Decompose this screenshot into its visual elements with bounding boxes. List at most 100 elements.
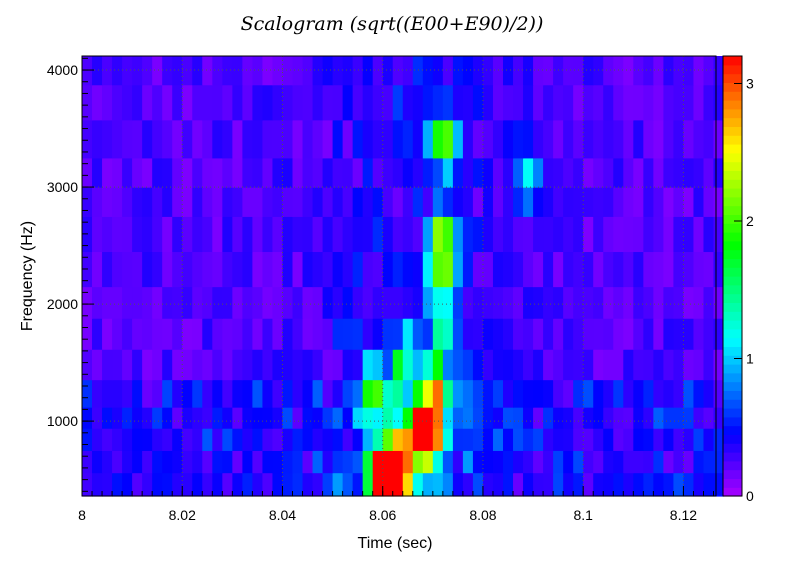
heatmap-cell <box>623 119 634 159</box>
heatmap-cell <box>352 428 364 451</box>
heatmap-cell <box>713 472 725 497</box>
heatmap-cell <box>523 187 534 217</box>
heatmap-cell <box>432 349 444 381</box>
heatmap-cell <box>152 251 163 288</box>
heatmap-cell <box>152 472 163 497</box>
heatmap-cell <box>633 216 644 253</box>
heatmap-cell <box>492 251 504 288</box>
heatmap-cell <box>683 119 695 159</box>
heatmap-cell <box>653 450 664 474</box>
heatmap-cell <box>482 349 494 381</box>
heatmap-cell <box>332 119 344 159</box>
plot-frame <box>81 55 717 497</box>
heatmap-cell <box>112 318 123 350</box>
heatmap-cell <box>693 216 705 253</box>
heatmap-cell <box>462 349 474 381</box>
heatmap-cell <box>372 56 384 86</box>
heatmap-cell <box>232 157 243 188</box>
heatmap-cell <box>252 407 264 429</box>
heatmap-cell <box>633 472 644 497</box>
heatmap-cell <box>613 379 624 408</box>
heatmap-cell <box>92 450 103 474</box>
heatmap-cell <box>603 251 614 288</box>
heatmap-cell <box>613 472 624 497</box>
heatmap-cell <box>663 472 674 497</box>
heatmap-cell <box>152 157 163 188</box>
heatmap-cell <box>312 56 324 86</box>
heatmap-cell <box>452 119 464 159</box>
colorbar-segment <box>723 443 742 453</box>
heatmap-cell <box>663 349 674 381</box>
heatmap-cell <box>533 286 544 319</box>
heatmap-cell <box>372 119 384 159</box>
heatmap-cell <box>192 187 203 217</box>
heatmap-cell <box>262 216 274 253</box>
heatmap-cell <box>593 84 604 121</box>
heatmap-cell <box>573 407 584 429</box>
colorbar-segment <box>723 188 742 198</box>
heatmap-cell <box>683 379 695 408</box>
heatmap-cell <box>112 157 123 188</box>
heatmap-cell <box>623 428 634 451</box>
heatmap-cell <box>452 428 464 451</box>
colorbar-segment <box>723 161 742 171</box>
heatmap-cell <box>593 56 604 86</box>
heatmap-cell <box>182 157 193 188</box>
heatmap-cell <box>312 472 324 497</box>
heatmap-cell <box>412 428 424 451</box>
heatmap-cell <box>623 251 634 288</box>
heatmap-cell <box>472 472 484 497</box>
colorbar-ticks: 0 1 2 3 <box>734 76 754 504</box>
heatmap-cell <box>583 84 594 121</box>
heatmap-cell <box>102 84 113 121</box>
heatmap-cell <box>683 187 695 217</box>
heatmap-cell <box>543 84 554 121</box>
heatmap-cell <box>693 407 705 429</box>
x-tick-label: 8.06 <box>369 507 396 523</box>
heatmap-cell <box>482 472 494 497</box>
heatmap-cell <box>633 407 644 429</box>
heatmap-cell <box>513 216 524 253</box>
heatmap-cell <box>272 349 284 381</box>
heatmap-cell <box>603 349 614 381</box>
heatmap-cell <box>312 251 324 288</box>
heatmap-cell <box>442 56 454 86</box>
heatmap-cell <box>272 157 284 188</box>
heatmap-cell <box>503 157 514 188</box>
heatmap-cell <box>152 318 163 350</box>
heatmap-cell <box>152 450 163 474</box>
heatmap-cell <box>633 379 644 408</box>
heatmap-cell <box>452 450 464 474</box>
heatmap-cell <box>543 119 554 159</box>
heatmap-cell <box>472 286 484 319</box>
colorbar-segment <box>723 408 742 418</box>
heatmap-cell <box>92 84 103 121</box>
heatmap-cell <box>673 157 685 188</box>
heatmap-cell <box>362 450 374 474</box>
heatmap-cell <box>342 428 354 451</box>
heatmap-cell <box>593 428 604 451</box>
heatmap-cell <box>92 119 103 159</box>
heatmap-cell <box>613 286 624 319</box>
heatmap-cell <box>573 56 584 86</box>
heatmap-cell <box>482 450 494 474</box>
heatmap-cell <box>362 379 374 408</box>
heatmap-cell <box>513 119 524 159</box>
heatmap-cell <box>362 56 374 86</box>
heatmap-cell <box>352 84 364 121</box>
heatmap-cell <box>162 318 173 350</box>
heatmap-cell <box>112 187 123 217</box>
heatmap-cells <box>82 56 725 497</box>
heatmap-cell <box>132 318 143 350</box>
heatmap-cell <box>462 84 474 121</box>
colorbar-tick-label: 2 <box>746 213 754 229</box>
heatmap-cell <box>492 187 504 217</box>
heatmap-cell <box>102 407 113 429</box>
heatmap-cell <box>553 187 564 217</box>
heatmap-cell <box>242 428 253 451</box>
heatmap-cell <box>382 407 394 429</box>
heatmap-cell <box>172 349 183 381</box>
heatmap-cell <box>382 84 394 121</box>
heatmap-cell <box>212 84 223 121</box>
heatmap-cell <box>352 472 364 497</box>
